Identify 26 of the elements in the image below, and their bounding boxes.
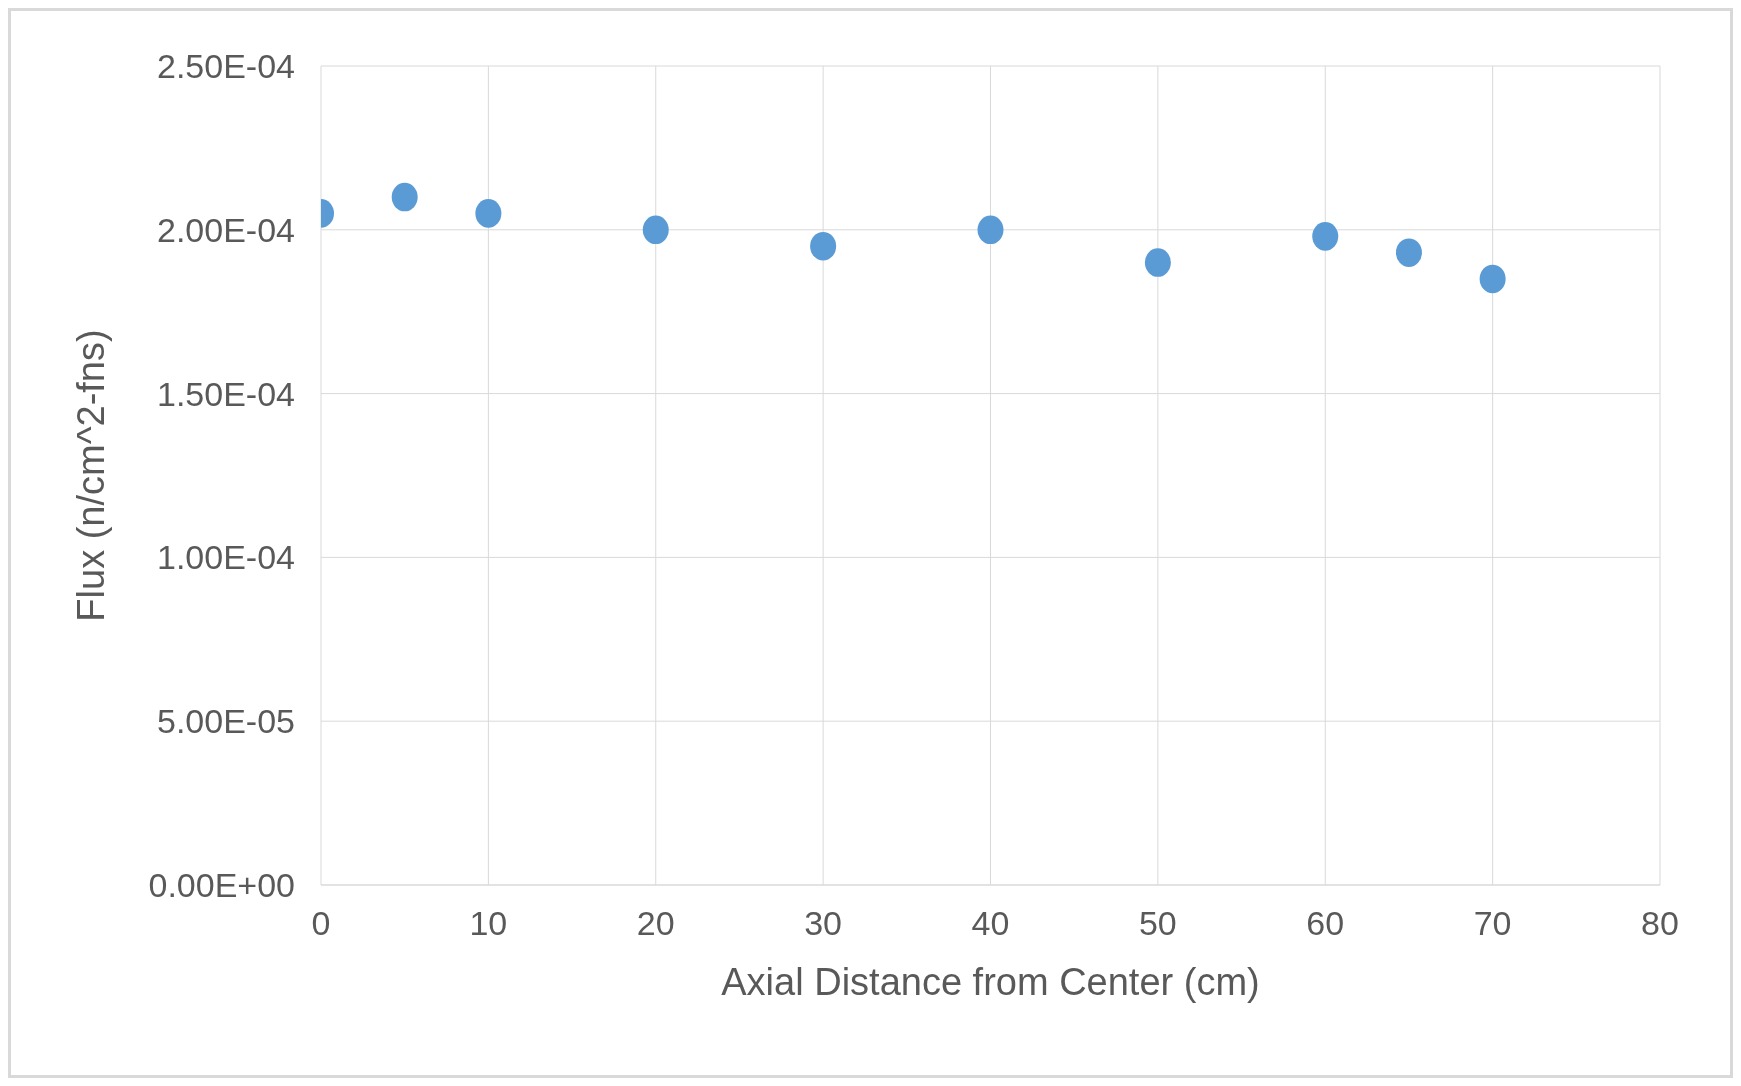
point [1144, 248, 1171, 277]
x-tick-label: 40 [971, 904, 1010, 943]
point [810, 231, 837, 261]
point [642, 215, 669, 245]
point [1395, 238, 1422, 268]
point [475, 199, 502, 228]
y-tick-label: 5.00E-05 [157, 702, 295, 741]
y-tick-label: 2.50E-04 [157, 47, 295, 86]
x-tick-label: 0 [311, 904, 331, 943]
y-tick-label: 1.00E-04 [157, 538, 295, 577]
point [1479, 264, 1506, 294]
x-tick-label: 30 [804, 904, 843, 943]
y-axis-title: Flux (n/cm^2-fns) [70, 329, 113, 622]
point [977, 215, 1004, 245]
x-tick-label: 70 [1473, 904, 1512, 943]
x-tick-label: 80 [1641, 904, 1679, 943]
x-tick-label: 10 [469, 904, 508, 943]
point [391, 182, 418, 212]
x-axis-title: Axial Distance from Center (cm) [721, 961, 1260, 1003]
x-tick-label: 50 [1138, 904, 1177, 943]
point [1312, 222, 1339, 251]
y-tick-label: 1.50E-04 [157, 374, 295, 413]
x-tick-label: 20 [636, 904, 675, 943]
y-tick-label: 2.00E-04 [157, 210, 295, 249]
x-tick-label: 60 [1306, 904, 1345, 943]
y-tick-label: 0.00E+00 [148, 866, 295, 905]
